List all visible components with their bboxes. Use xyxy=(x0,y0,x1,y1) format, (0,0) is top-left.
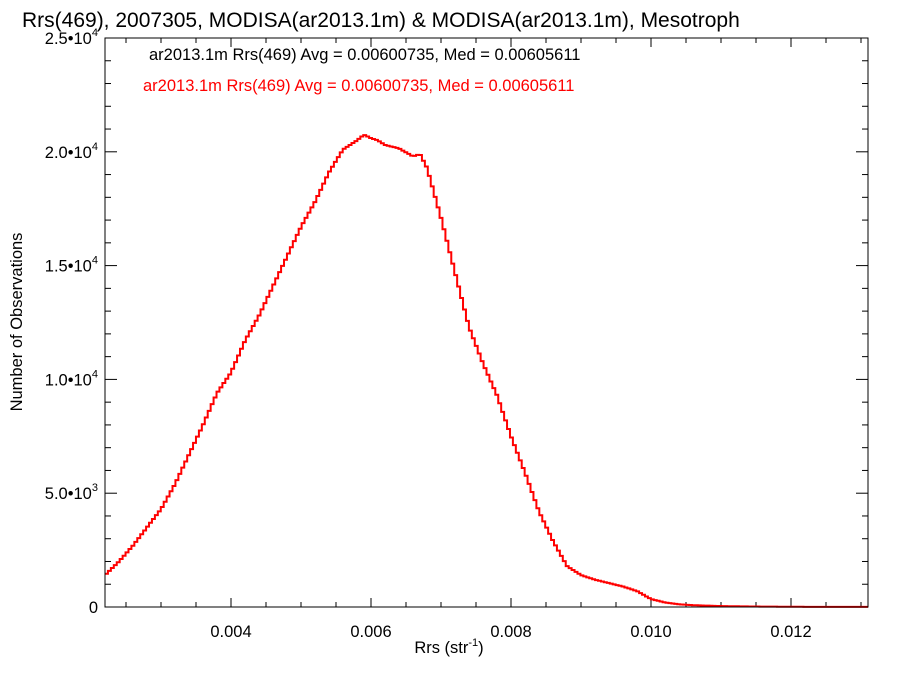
x-axis-label-main: Rrs (str xyxy=(414,639,469,657)
y-tick-label: 1.5•104 xyxy=(45,255,98,276)
y-tick-label: 2.5•104 xyxy=(45,27,98,48)
histogram-series-line xyxy=(105,134,868,608)
x-axis-ticks: 0.004 0.006 0.008 0.010 0.012 xyxy=(125,38,862,641)
y-tick-label-main: 5.0•10 xyxy=(45,485,92,503)
y-tick-label-main: 1.5•10 xyxy=(45,258,92,276)
y-tick-label: 5.0•103 xyxy=(45,482,98,503)
legend-entry-black: ar2013.1m Rrs(469) Avg = 0.00600735, Med… xyxy=(149,46,580,64)
y-tick-label-main: 2.5•10 xyxy=(45,30,92,48)
y-tick-label-main: 0 xyxy=(89,599,98,617)
chart-title: Rrs(469), 2007305, MODISA(ar2013.1m) & M… xyxy=(22,9,740,32)
x-tick-label: 0.006 xyxy=(350,623,391,641)
y-tick-label-exp: 3 xyxy=(92,482,98,494)
x-axis-label: Rrs (str-1) xyxy=(414,637,483,657)
plot-frame xyxy=(104,37,869,608)
y-tick-label-exp: 4 xyxy=(92,141,98,153)
legend-entry-red: ar2013.1m Rrs(469) Avg = 0.00600735, Med… xyxy=(143,77,574,95)
y-axis-label: Number of Observations xyxy=(8,233,26,412)
x-tick-label: 0.004 xyxy=(210,623,251,641)
y-tick-label-exp: 4 xyxy=(92,27,98,39)
y-tick-label-exp: 4 xyxy=(92,368,98,380)
y-tick-label-main: 2.0•10 xyxy=(45,144,92,162)
y-tick-label: 1.0•104 xyxy=(45,368,98,389)
x-tick-label: 0.010 xyxy=(630,623,671,641)
x-axis-label-sup: -1 xyxy=(468,637,478,649)
x-tick-label: 0.012 xyxy=(770,623,811,641)
x-tick-label: 0.008 xyxy=(490,623,531,641)
y-tick-label-exp: 4 xyxy=(92,255,98,267)
y-tick-label: 2.0•104 xyxy=(45,141,98,162)
y-tick-label-main: 1.0•10 xyxy=(45,371,92,389)
y-tick-label: 0 xyxy=(89,599,98,617)
x-axis-label-end: ) xyxy=(478,639,484,657)
